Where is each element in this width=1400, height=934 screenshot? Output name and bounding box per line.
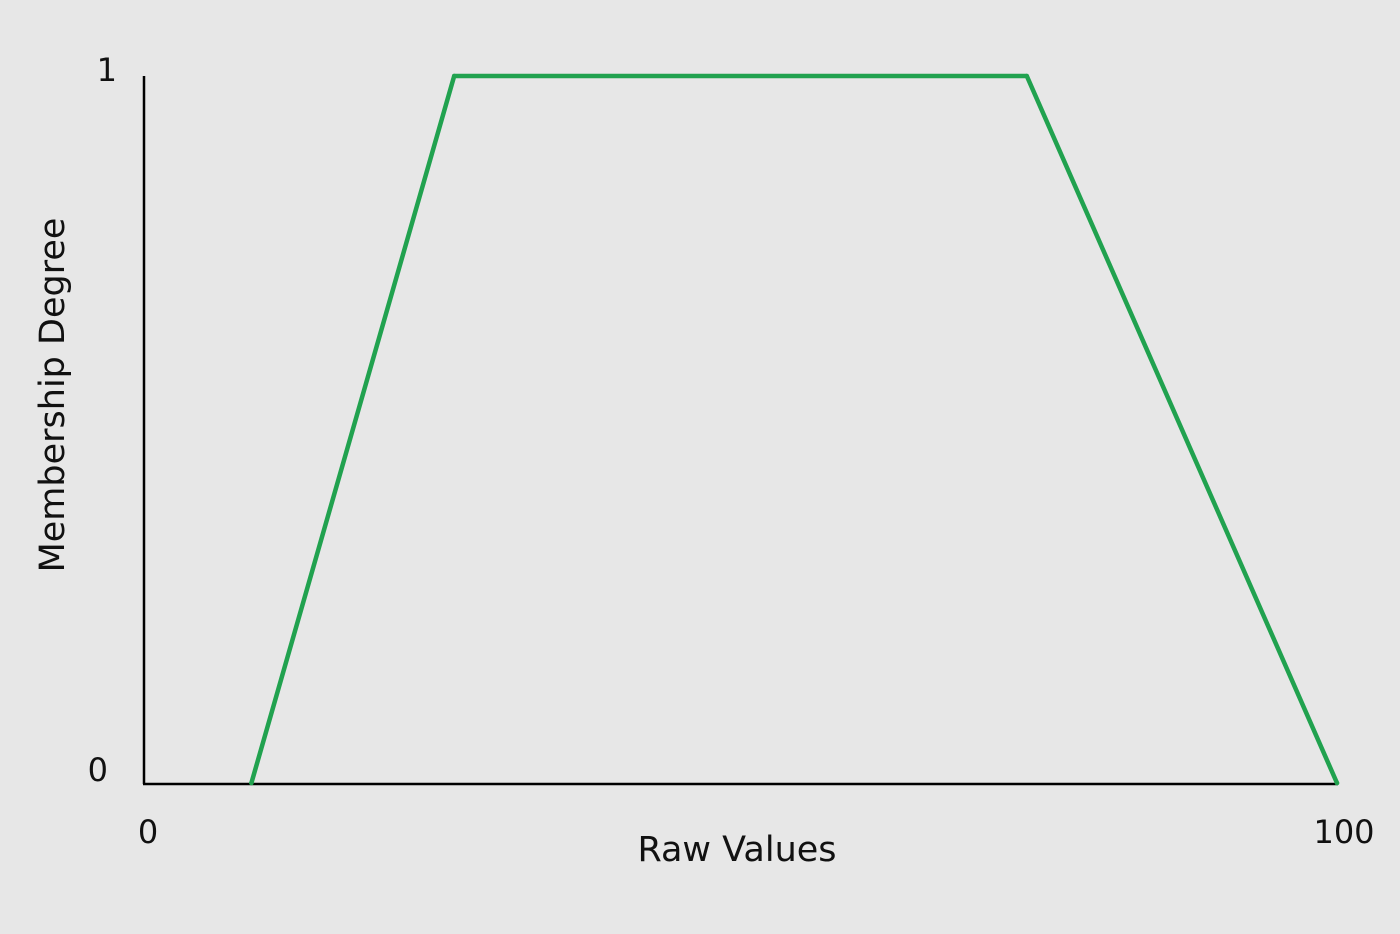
y-tick-label-max: 1 — [97, 51, 117, 89]
y-tick-label-min: 0 — [88, 751, 108, 789]
x-tick-label-min: 0 — [138, 813, 158, 851]
series-0-point-1 — [451, 73, 457, 79]
series-0-point-3 — [1334, 780, 1340, 786]
y-axis-title: Membership Degree — [33, 218, 73, 573]
series-layer — [249, 73, 1340, 786]
x-tick-label-max: 100 — [1313, 813, 1374, 851]
x-axis-title: Raw Values — [637, 830, 836, 870]
series-0-point-2 — [1024, 73, 1030, 79]
series-0-point-0 — [249, 780, 254, 786]
series-line-0 — [249, 73, 1340, 786]
